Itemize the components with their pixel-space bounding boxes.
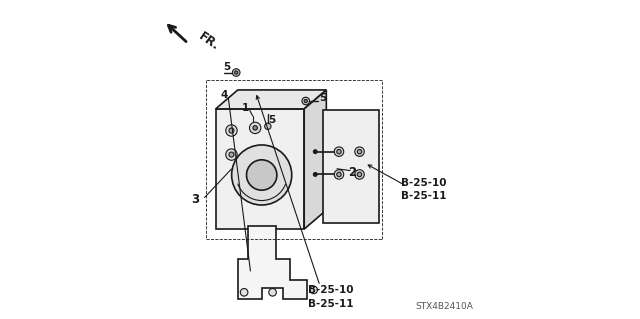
Circle shape <box>265 123 271 130</box>
Circle shape <box>310 286 317 294</box>
Text: 2: 2 <box>349 166 356 179</box>
Polygon shape <box>304 90 326 229</box>
Circle shape <box>337 149 341 154</box>
Bar <box>216 109 304 229</box>
Circle shape <box>232 145 292 205</box>
Circle shape <box>232 69 240 76</box>
Circle shape <box>229 152 234 157</box>
Circle shape <box>357 172 362 177</box>
Circle shape <box>314 150 317 153</box>
Text: B-25-10
B-25-11: B-25-10 B-25-11 <box>401 178 447 201</box>
Circle shape <box>314 173 317 176</box>
Polygon shape <box>216 90 326 109</box>
Circle shape <box>357 149 362 154</box>
Circle shape <box>337 172 341 177</box>
Circle shape <box>269 288 276 296</box>
Circle shape <box>334 147 344 156</box>
Text: 5: 5 <box>223 62 230 72</box>
Circle shape <box>246 160 277 190</box>
Circle shape <box>253 126 257 130</box>
Circle shape <box>302 97 310 105</box>
Text: B-25-10
B-25-11: B-25-10 B-25-11 <box>308 286 354 309</box>
Circle shape <box>334 170 344 179</box>
Text: 5: 5 <box>319 93 326 103</box>
Polygon shape <box>323 109 378 223</box>
Text: FR.: FR. <box>196 30 221 53</box>
Text: 5: 5 <box>268 115 276 125</box>
Polygon shape <box>238 226 307 299</box>
Circle shape <box>355 147 364 156</box>
Text: STX4B2410A: STX4B2410A <box>415 302 474 311</box>
Text: 4: 4 <box>220 90 228 100</box>
Text: 3: 3 <box>191 193 199 205</box>
Circle shape <box>355 170 364 179</box>
Circle shape <box>226 125 237 136</box>
Circle shape <box>240 288 248 296</box>
Circle shape <box>235 71 238 74</box>
Circle shape <box>250 122 261 134</box>
Circle shape <box>226 149 237 160</box>
Circle shape <box>304 100 307 103</box>
Circle shape <box>229 128 234 133</box>
Text: 1: 1 <box>242 103 250 113</box>
